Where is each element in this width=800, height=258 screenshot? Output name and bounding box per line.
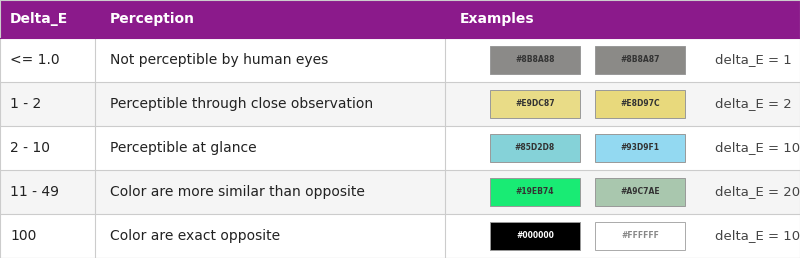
Text: 11 - 49: 11 - 49 — [10, 185, 59, 199]
Text: Not perceptible by human eyes: Not perceptible by human eyes — [110, 53, 328, 67]
Bar — [0, 38, 800, 82]
Bar — [490, 178, 580, 206]
Text: 1 - 2: 1 - 2 — [10, 97, 42, 111]
Bar — [0, 126, 800, 170]
Text: Color are exact opposite: Color are exact opposite — [110, 229, 280, 243]
Text: #000000: #000000 — [516, 231, 554, 240]
Bar — [0, 82, 800, 126]
Bar — [595, 134, 685, 162]
Text: #FFFFFF: #FFFFFF — [621, 231, 659, 240]
Text: #A9C7AE: #A9C7AE — [620, 188, 660, 197]
Bar — [595, 222, 685, 250]
Bar — [595, 178, 685, 206]
Text: Delta_E: Delta_E — [10, 12, 68, 26]
Text: delta_E = 10: delta_E = 10 — [715, 141, 800, 155]
Text: #85D2D8: #85D2D8 — [515, 143, 555, 152]
Text: Examples: Examples — [460, 12, 534, 26]
Text: #8B8A88: #8B8A88 — [515, 55, 554, 64]
Bar — [0, 214, 800, 258]
Text: #8B8A87: #8B8A87 — [620, 55, 660, 64]
Bar — [0, 0, 800, 38]
Text: delta_E = 20: delta_E = 20 — [715, 186, 800, 198]
Bar — [490, 46, 580, 74]
Text: delta_E = 100: delta_E = 100 — [715, 230, 800, 243]
Text: #E8D97C: #E8D97C — [620, 100, 660, 109]
Text: delta_E = 1: delta_E = 1 — [715, 53, 792, 67]
Text: delta_E = 2: delta_E = 2 — [715, 98, 792, 110]
Text: #93D9F1: #93D9F1 — [621, 143, 659, 152]
Bar — [595, 46, 685, 74]
Text: Color are more similar than opposite: Color are more similar than opposite — [110, 185, 365, 199]
Text: #E9DC87: #E9DC87 — [515, 100, 555, 109]
Bar — [490, 90, 580, 118]
Bar — [595, 90, 685, 118]
Text: 100: 100 — [10, 229, 36, 243]
Text: <= 1.0: <= 1.0 — [10, 53, 60, 67]
Text: 2 - 10: 2 - 10 — [10, 141, 50, 155]
Text: Perceptible at glance: Perceptible at glance — [110, 141, 257, 155]
Text: Perceptible through close observation: Perceptible through close observation — [110, 97, 373, 111]
Bar — [490, 134, 580, 162]
Text: Perception: Perception — [110, 12, 195, 26]
Bar — [0, 170, 800, 214]
Bar — [490, 222, 580, 250]
Text: #19EB74: #19EB74 — [516, 188, 554, 197]
